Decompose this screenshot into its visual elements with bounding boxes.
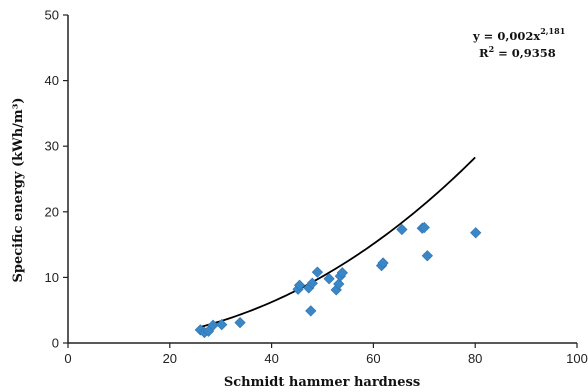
data-point — [418, 221, 430, 234]
y-tick-label: 30 — [45, 139, 59, 154]
x-tick-label: 20 — [163, 351, 177, 366]
data-point — [336, 267, 348, 279]
y-axis-title: Specific energy (kWh/m³) — [11, 97, 26, 282]
y-tick-label: 50 — [45, 8, 59, 23]
data-point — [293, 279, 306, 291]
x-tick-label: 0 — [64, 351, 71, 366]
trendline-layer — [200, 156, 476, 328]
r2-superscript: 2 — [489, 44, 495, 54]
data-point — [216, 319, 228, 331]
x-tick-label: 60 — [366, 351, 380, 366]
y-tick-label: 20 — [45, 204, 59, 219]
data-point — [421, 250, 433, 262]
y-tick-label: 0 — [52, 336, 59, 351]
data-point — [396, 223, 408, 236]
r2-value: = 0,9358 — [494, 46, 556, 60]
ticks-layer: 0 20 40 60 80 100 0 10 20 30 40 50 — [45, 8, 588, 367]
data-point — [234, 317, 246, 329]
data-point — [306, 277, 318, 289]
power-trendline — [200, 156, 476, 328]
data-points-layer — [194, 221, 482, 339]
x-axis-title: Schmidt hammer hardness — [224, 375, 420, 390]
data-point — [305, 305, 317, 317]
r-squared-label: R2 = 0,9358 — [479, 44, 556, 60]
data-point — [333, 278, 345, 290]
equation-exponent: 2,181 — [540, 26, 565, 36]
trendline-equation: y = 0,002x2,181 — [472, 26, 565, 43]
data-point — [207, 319, 219, 331]
r2-prefix: R — [479, 46, 489, 60]
data-point — [377, 257, 389, 269]
y-tick-label: 40 — [45, 73, 59, 88]
x-tick-label: 80 — [468, 351, 482, 366]
data-point — [311, 266, 324, 278]
data-point — [323, 273, 335, 285]
y-tick-label: 10 — [45, 270, 59, 285]
equation-prefix: y = 0,002x — [472, 29, 540, 43]
data-point — [470, 227, 482, 239]
x-tick-label: 100 — [566, 351, 588, 366]
x-tick-label: 40 — [264, 351, 278, 366]
